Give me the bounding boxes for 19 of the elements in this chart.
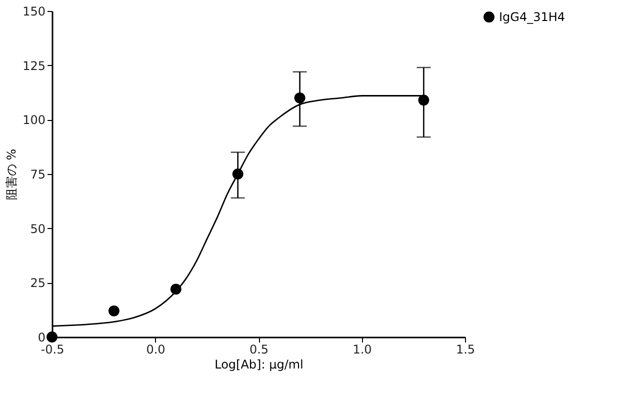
- x-tick-label: 1.0: [352, 342, 372, 356]
- y-tick-label: 150: [22, 4, 46, 18]
- y-tick-label: 100: [22, 113, 46, 128]
- x-tick-label: 0.0: [146, 342, 166, 356]
- y-tick-label: 25: [30, 276, 46, 290]
- legend-label: IgG4_31H4: [499, 10, 566, 24]
- y-tick-label: 0: [38, 330, 46, 344]
- point: [108, 305, 120, 316]
- x-tick-label: -0.5: [40, 342, 64, 356]
- y-tick-label: 75: [30, 168, 46, 182]
- y-tick-label: 125: [22, 58, 46, 73]
- point: [294, 92, 306, 104]
- x-tick-label: 0.5: [249, 342, 269, 356]
- x-axis-title: Log[Ab]: μg/ml: [214, 358, 304, 372]
- y-tick-label: 50: [30, 222, 46, 236]
- x-tick-label: 1.5: [456, 342, 476, 356]
- y-axis-title: 阻害の %: [4, 148, 19, 200]
- point: [46, 332, 58, 342]
- point: [418, 94, 430, 106]
